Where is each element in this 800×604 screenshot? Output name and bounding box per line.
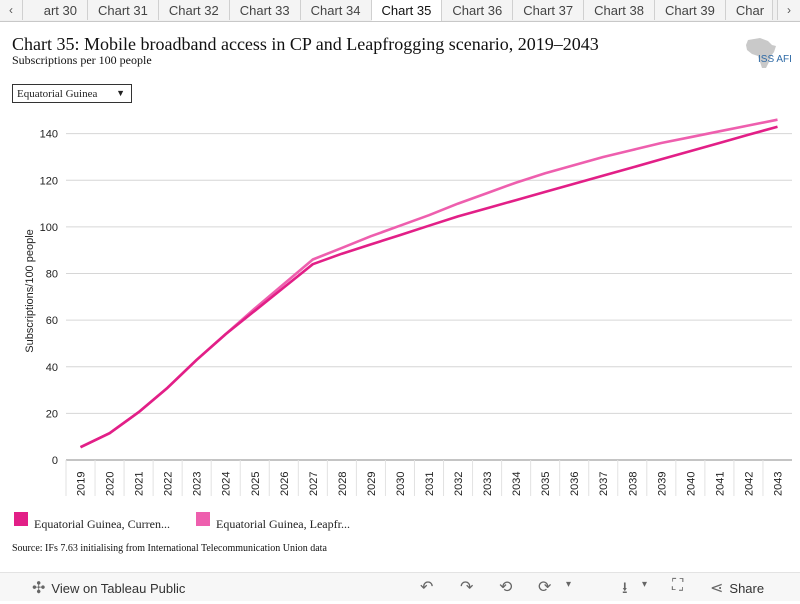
legend-swatch bbox=[14, 512, 28, 526]
x-tick-label: 2036 bbox=[569, 472, 581, 496]
y-tick-label: 60 bbox=[46, 315, 58, 327]
x-tick-label: 2023 bbox=[192, 472, 204, 496]
refresh-menu-chevron-icon[interactable]: ▾ bbox=[566, 579, 572, 590]
series-line bbox=[79, 118, 778, 449]
y-tick-label: 120 bbox=[40, 175, 58, 187]
share-icon: ⋖ bbox=[710, 580, 724, 597]
view-on-tableau-button[interactable]: ✣ View on Tableau Public bbox=[32, 578, 185, 598]
x-tick-label: 2038 bbox=[627, 472, 639, 496]
chart-legend: Equatorial Guinea, Curren... Equatorial G… bbox=[14, 512, 364, 532]
x-tick-label: 2032 bbox=[453, 472, 465, 496]
x-tick-label: 2030 bbox=[395, 472, 407, 496]
x-tick-label: 2034 bbox=[511, 472, 523, 496]
tab-scroll-left-button[interactable]: ‹ bbox=[0, 0, 23, 20]
tab-item[interactable]: Chart 38 bbox=[584, 0, 655, 20]
y-tick-label: 100 bbox=[40, 222, 58, 234]
x-tick-label: 2033 bbox=[482, 472, 494, 496]
x-tick-label: 2039 bbox=[656, 472, 668, 496]
logo-text: ISS AFI bbox=[758, 54, 792, 65]
chevron-left-icon: ‹ bbox=[9, 3, 13, 17]
share-label: Share bbox=[729, 580, 765, 596]
x-tick-label: 2024 bbox=[221, 472, 233, 496]
tab-item[interactable]: Chart 39 bbox=[655, 0, 726, 20]
africa-map-logo-icon bbox=[746, 38, 776, 68]
x-tick-label: 2043 bbox=[772, 472, 784, 496]
view-on-tableau-label: View on Tableau Public bbox=[51, 580, 186, 596]
x-tick-label: 2037 bbox=[598, 472, 610, 496]
tab-item[interactable]: Chart 35 bbox=[371, 0, 443, 21]
x-tick-label: 2028 bbox=[337, 472, 349, 496]
legend-item[interactable]: Equatorial Guinea, Leapfr... bbox=[196, 512, 364, 532]
tableau-toolbar: ✣ View on Tableau Public ↶ ↷ ⟲ ⟳ ▾ ⭳ ▾ ⛶… bbox=[0, 572, 800, 601]
download-icon[interactable]: ⭳ bbox=[622, 580, 628, 597]
x-tick-label: 2019 bbox=[76, 472, 88, 496]
x-tick-label: 2029 bbox=[366, 472, 378, 496]
x-tick-label: 2042 bbox=[743, 472, 755, 496]
tableau-logo-icon: ✣ bbox=[32, 580, 46, 597]
tab-item[interactable]: Chart 31 bbox=[88, 0, 159, 20]
x-tick-label: 2025 bbox=[250, 472, 262, 496]
dropdown-selected-value: Equatorial Guinea bbox=[17, 87, 98, 100]
revert-icon[interactable]: ⟲ bbox=[499, 579, 513, 596]
y-tick-label: 80 bbox=[46, 269, 58, 281]
country-dropdown[interactable]: Equatorial Guinea ▼ bbox=[12, 84, 132, 103]
y-tick-label: 140 bbox=[40, 129, 58, 141]
x-tick-label: 2040 bbox=[685, 472, 697, 496]
share-button[interactable]: ⋖ Share bbox=[710, 578, 764, 598]
tab-item[interactable]: art 30 bbox=[23, 0, 88, 20]
source-note: Source: IFs 7.63 initialising from Inter… bbox=[12, 543, 327, 554]
y-tick-label: 0 bbox=[52, 455, 58, 467]
y-axis-title: Subscriptions/100 people bbox=[24, 229, 36, 353]
tab-bar: ‹ art 30 Chart 31 Chart 32 Chart 33 Chart 34… bbox=[0, 0, 800, 22]
legend-swatch bbox=[196, 512, 210, 526]
x-tick-label: 2021 bbox=[134, 472, 146, 496]
legend-item[interactable]: Equatorial Guinea, Curren... bbox=[14, 512, 182, 532]
tab-scroll-right-button[interactable]: › bbox=[777, 0, 800, 20]
tab-item[interactable]: Chart 32 bbox=[158, 0, 230, 20]
download-menu-chevron-icon[interactable]: ▾ bbox=[642, 579, 648, 590]
y-tick-label: 20 bbox=[46, 408, 58, 420]
chevron-right-icon: › bbox=[787, 3, 791, 17]
x-tick-label: 2027 bbox=[308, 472, 320, 496]
x-tick-label: 2022 bbox=[163, 472, 175, 496]
series-line bbox=[79, 125, 778, 449]
legend-label: Equatorial Guinea, Curren... bbox=[34, 517, 170, 531]
tab-item[interactable]: Chart 37 bbox=[513, 0, 585, 20]
tab-item[interactable]: Chart 33 bbox=[229, 0, 301, 20]
legend-label: Equatorial Guinea, Leapfr... bbox=[216, 517, 350, 531]
dropdown-caret-icon: ▼ bbox=[116, 88, 125, 98]
x-tick-label: 2031 bbox=[424, 472, 436, 496]
tab-item[interactable]: Chart 36 bbox=[442, 0, 514, 20]
x-tick-label: 2041 bbox=[714, 472, 726, 496]
redo-icon[interactable]: ↷ bbox=[460, 579, 474, 596]
x-tick-label: 2026 bbox=[279, 472, 291, 496]
chart-subtitle: Subscriptions per 100 people bbox=[12, 53, 152, 67]
tab-item[interactable]: Chart 34 bbox=[300, 0, 372, 20]
x-tick-label: 2035 bbox=[540, 472, 552, 496]
tab-item[interactable]: Char bbox=[725, 0, 773, 20]
fullscreen-icon[interactable]: ⛶ bbox=[672, 577, 684, 594]
undo-icon[interactable]: ↶ bbox=[420, 579, 434, 596]
refresh-icon[interactable]: ⟳ bbox=[538, 579, 552, 596]
tab-list: art 30 Chart 31 Chart 32 Chart 33 Chart 34 Ch… bbox=[23, 0, 777, 21]
y-tick-label: 40 bbox=[46, 362, 58, 374]
chart-title: Chart 35: Mobile broadband access in CP … bbox=[12, 34, 599, 54]
x-tick-label: 2020 bbox=[105, 472, 117, 496]
